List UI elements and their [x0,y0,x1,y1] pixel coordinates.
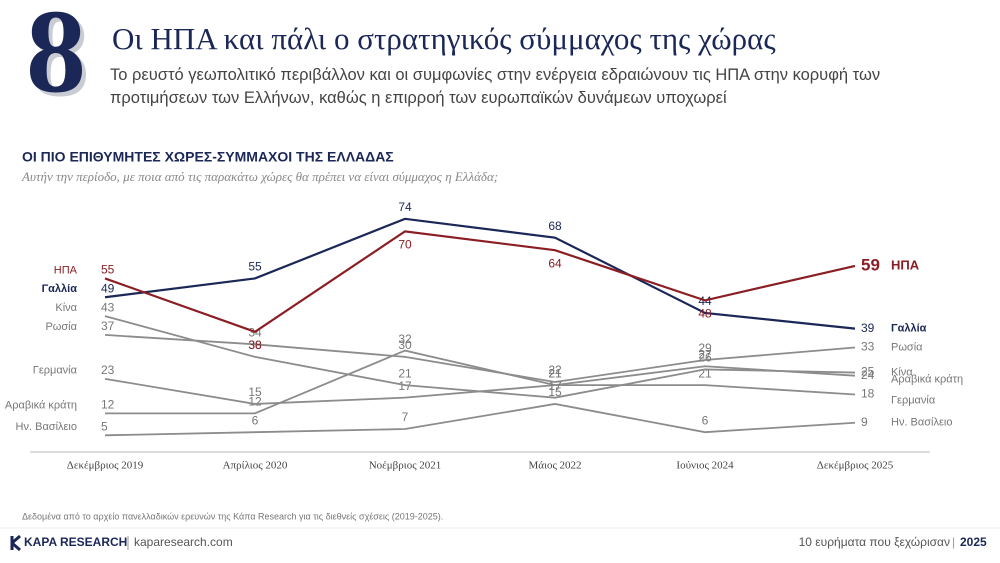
subtitle-box: Το ρευστό γεωπολιτικό περιβάλλον και οι … [110,66,881,107]
value-label: 12 [101,398,115,412]
series-label-end: Γαλλία [891,323,927,335]
series-line [104,334,856,383]
value-label: 38 [248,338,262,352]
chart-subtitle: Αυτήν την περίοδο, με ποια από τις παρακ… [21,169,498,184]
value-label: 17 [548,379,562,393]
value-label: 64 [548,256,562,270]
value-label: 32 [398,332,412,346]
x-tick-label: Απρίλιος 2020 [223,460,288,472]
value-label: 12 [248,395,262,409]
value-label: 22 [548,363,562,377]
chart-title: ΟΙ ΠΙΟ ΕΠΙΘΥΜΗΤΕΣ ΧΩΡΕΣ-ΣΥΜΜΑΧΟΙ ΤΗΣ ΕΛΛ… [22,149,394,165]
value-label: 9 [861,415,868,429]
series-label-end: Ην. Βασίλειο [891,417,952,429]
x-tick-label: Δεκέμβριος 2019 [67,460,144,472]
series-label-start: Γερμανία [33,365,78,377]
value-label: 39 [861,321,875,335]
x-tick-label: Ιούνιος 2024 [676,460,734,472]
footer-year: 2025 [960,535,987,549]
big-number-shadow: 8 [30,0,90,122]
series-label-start: Ην. Βασίλειο [16,421,77,433]
brand: KAPA RESEARCH [24,535,127,549]
series-label-end: Γερμανία [891,394,936,406]
value-label: 37 [101,319,115,333]
value-label: 6 [702,413,709,427]
footnote: Δεδομένα από το αρχείο πανελλαδικών ερευ… [22,511,443,521]
value-label: 30 [398,338,412,352]
series-label-end: Κίνα [891,366,913,378]
value-label: 15 [548,385,562,399]
value-label: 27 [698,347,712,361]
value-label: 6 [252,413,259,427]
series-label-start: ΗΠΑ [54,264,78,276]
value-label: 21 [698,366,712,380]
series-label-start: Γαλλία [42,283,78,295]
value-label: 33 [861,340,875,354]
series-line [104,403,856,437]
value-label: 55 [101,263,115,277]
series-line [104,217,856,330]
footer-divider: | [952,535,955,549]
series-line [104,315,856,399]
value-label: 43 [101,300,115,314]
value-label: 18 [861,387,875,401]
series-line [104,230,856,333]
site: kaparesearch.com [134,535,233,549]
value-label: 30 [248,338,262,352]
value-label: 23 [101,363,115,377]
value-label: 68 [548,219,562,233]
value-label: 59 [861,255,880,274]
title: Οι ΗΠΑ και πάλι ο στρατηγικός σύμμαχος τ… [112,21,776,56]
value-label: 48 [698,307,712,321]
value-label: 25 [861,365,875,379]
value-label: 74 [398,200,412,214]
value-label: 70 [398,238,412,252]
plot: Δεκέμβριος 2019 Απρίλιος 2020 Νοέμβριος 20… [5,200,963,472]
value-label: 24 [861,368,875,382]
value-label: 21 [548,366,562,380]
value-label: 7 [402,410,409,424]
value-label: 55 [248,260,262,274]
x-tick-label: Νοέμβριος 2021 [369,460,442,472]
x-tick-label: Μάιος 2022 [528,460,581,472]
series-line [105,349,856,415]
value-label: 49 [101,281,115,295]
series-label-start: Κίνα [55,302,77,314]
x-tick-label: Δεκέμβριος 2025 [817,460,894,472]
footer-right: 10 ευρήματα που ξεχώρισαν [799,535,950,549]
value-label: 15 [248,385,262,399]
series-label-start: Αραβικά κράτη [5,399,77,411]
value-label: 26 [698,351,712,365]
series-label-end: Αραβικά κράτη [891,374,963,386]
series-label-end: ΗΠΑ [891,257,920,272]
value-label: 21 [548,366,562,380]
big-number: 8 [26,0,86,118]
value-label: 5 [101,419,108,433]
value-label: 21 [398,366,412,380]
logo-icon [10,534,21,552]
series-label-end: Ρωσία [891,341,923,353]
value-label: 29 [698,341,712,355]
subtitle: Το ρευστό γεωπολιτικό περιβάλλον και οι … [110,66,881,107]
series-label-start: Ρωσία [45,321,77,333]
